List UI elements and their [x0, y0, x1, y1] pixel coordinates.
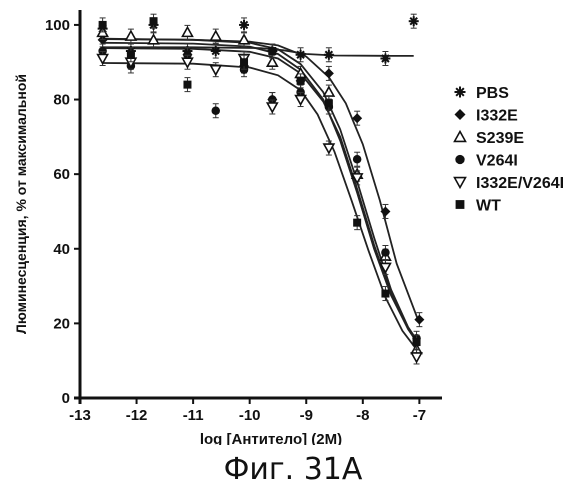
data-point-pbs: [296, 50, 306, 60]
data-point-s239e: [126, 31, 136, 40]
data-point-wt: [353, 219, 361, 227]
data-point-wt: [127, 51, 135, 59]
data-point-i332e-v264i: [211, 66, 221, 75]
data-point-wt: [99, 21, 107, 29]
data-point-s239e: [182, 27, 192, 36]
data-point-wt: [325, 99, 333, 107]
fit-curve-v264i: [103, 48, 420, 346]
legend-marker-i332e-v264i: [455, 178, 466, 188]
legend-marker-wt: [456, 200, 465, 209]
fit-curve-s239e: [103, 39, 420, 344]
x-tick-label: -13: [69, 407, 91, 424]
data-point-i332e-v264i: [267, 103, 277, 112]
y-tick-label: 0: [62, 390, 70, 407]
figure-caption: Фиг. 31А: [0, 452, 586, 487]
data-point-i332e-v264i: [296, 96, 306, 105]
y-tick-label: 80: [53, 92, 70, 109]
x-tick-label: -7: [413, 407, 426, 424]
chart-plot: -13 -12 -11 -10 -9 -8 -7 0 20 40 60 80 100 log [Антит…: [0, 0, 586, 445]
fit-curve-wt: [103, 43, 420, 346]
data-point-wt: [268, 47, 276, 55]
legend-marker-pbs: [455, 87, 466, 98]
legend-marker-v264i: [455, 155, 464, 164]
data-point-pbs: [211, 46, 221, 56]
y-tick-label: 20: [53, 315, 70, 332]
y-tick-label: 100: [45, 17, 70, 34]
x-tick-label: -9: [300, 407, 313, 424]
data-point-v264i: [353, 155, 362, 164]
legend-label-wt: WT: [476, 198, 501, 215]
legend-label-i332e-v264i: I332E/V264I: [476, 175, 564, 192]
x-tick-label: -12: [126, 407, 148, 424]
fit-curve-i332e-v264i: [103, 63, 420, 353]
x-tick-label: -10: [239, 407, 261, 424]
y-axis-title: Люминесценция, % от максимальной: [13, 74, 29, 334]
data-point-wt: [297, 77, 305, 85]
legend-marker-i332e: [455, 109, 466, 120]
fit-curve-i332e: [103, 39, 420, 324]
y-tick-label: 60: [53, 166, 70, 183]
legend-label-v264i: V264I: [476, 153, 518, 170]
legend-label-s239e: S239E: [476, 130, 524, 147]
data-point-i332e: [324, 68, 334, 78]
x-tick-label: -11: [183, 407, 204, 424]
data-point-i332e-v264i: [412, 353, 422, 362]
data-point-wt: [240, 58, 248, 66]
data-point-pbs: [409, 16, 419, 26]
data-point-wt: [381, 290, 389, 298]
legend-marker-s239e: [455, 132, 466, 142]
data-point-wt: [183, 81, 191, 89]
data-point-v264i: [212, 106, 221, 115]
y-tick-label: 40: [53, 241, 70, 258]
legend-label-pbs: PBS: [476, 85, 509, 102]
x-tick-label: -8: [356, 407, 369, 424]
data-point-wt: [150, 17, 158, 25]
data-point-s239e: [239, 35, 249, 44]
data-point-pbs: [239, 20, 249, 30]
data-point-v264i: [381, 248, 390, 257]
data-point-pbs: [380, 54, 390, 64]
data-point-wt: [413, 338, 421, 346]
data-point-s239e: [211, 31, 221, 40]
data-point-s239e: [324, 87, 334, 96]
data-point-pbs: [324, 50, 334, 60]
legend-label-i332e: I332E: [476, 108, 518, 125]
x-axis-title: log [Антитело] (2М): [200, 431, 342, 445]
